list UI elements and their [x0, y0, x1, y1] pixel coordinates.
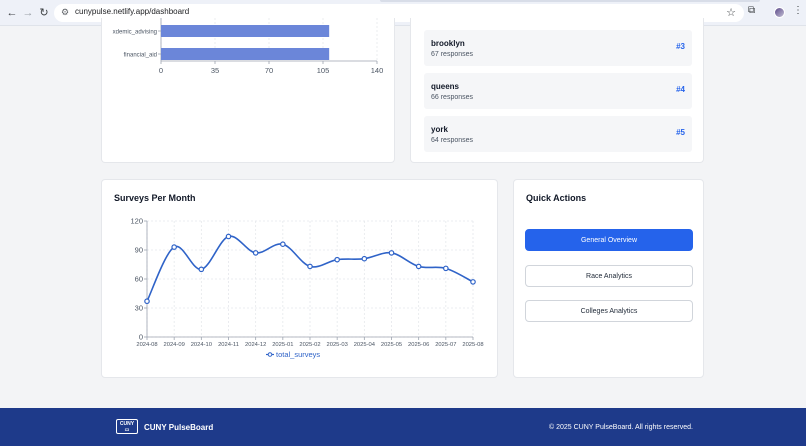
data-point [415, 263, 422, 270]
address-bar[interactable]: ⚙ cunypulse.netlify.app/dashboard ☆ [54, 4, 744, 22]
ranking-responses: 67 responses [431, 51, 474, 58]
menu-kebab-icon[interactable]: ⋮ [793, 5, 803, 16]
ranking-name: queens [431, 82, 460, 91]
ranking-responses: 64 responses [431, 137, 474, 144]
surveys-per-month-card: Surveys Per Month 0 30 60 90 120 2024-08 2024-… [101, 179, 498, 378]
ranking-responses: 66 responses [431, 94, 474, 101]
ranking-name: brooklyn [431, 39, 465, 48]
x-tick-label: 70 [265, 66, 273, 75]
ranking-number: #3 [676, 42, 685, 51]
data-point [144, 298, 150, 305]
extensions-icon[interactable]: ⧉ [748, 5, 756, 16]
y-tick-label: 90 [135, 246, 143, 255]
legend-label: total_surveys [276, 350, 320, 359]
y-tick-label: 30 [135, 304, 143, 313]
race-analytics-button[interactable]: Race Analytics [525, 265, 693, 287]
site-info-icon[interactable]: ⚙ [61, 7, 70, 17]
x-tick-label: 2025-05 [381, 342, 402, 348]
data-point [443, 265, 449, 272]
ranking-item: queens 66 responses #4 [424, 73, 692, 109]
data-point [334, 256, 340, 263]
x-tick-label: 2025-07 [435, 342, 456, 348]
data-point [171, 244, 177, 250]
x-tick-label: 2025-08 [462, 342, 483, 348]
surveys-line-chart: 0 30 60 90 120 2024-08 2024-09 2024-10 2024-11 20… [130, 217, 483, 360]
y-tick-label: xdemic_advising [113, 30, 157, 36]
data-point [470, 279, 476, 285]
y-tick-label: 60 [135, 275, 143, 284]
x-tick-label: 2025-03 [327, 342, 348, 348]
ranking-number: #4 [676, 85, 685, 94]
bar [161, 48, 330, 60]
ranking-item: york 64 responses #5 [424, 116, 692, 152]
x-tick-label: 2024-08 [136, 342, 157, 348]
data-point [361, 255, 368, 262]
footer-brand: CUNY PulseBoard [144, 423, 214, 432]
ranking-item: brooklyn 67 responses #3 [424, 30, 692, 66]
y-tick-label: financial_aid [124, 53, 157, 59]
data-point [225, 233, 232, 240]
ranking-number: #5 [676, 128, 685, 137]
x-tick-label: 140 [371, 66, 384, 75]
legend-marker [267, 352, 273, 357]
reload-icon[interactable]: ↻ [39, 7, 49, 19]
x-tick-label: 2025-01 [272, 342, 293, 348]
category-bar-chart: 0 35 70 105 140 xdemic_advising financial_aid [113, 18, 384, 75]
url-text: cunypulse.netlify.app/dashboard [75, 7, 190, 16]
x-tick-label: 35 [211, 66, 219, 75]
category-bar-chart-card: 0 35 70 105 140 xdemic_advising financial_aid [101, 18, 395, 163]
surveys-chart-title: Surveys Per Month [114, 193, 196, 203]
ranking-name: york [431, 125, 448, 134]
colleges-analytics-button[interactable]: Colleges Analytics [525, 300, 693, 322]
quick-actions-title: Quick Actions [526, 193, 587, 203]
data-point [252, 250, 259, 256]
cuny-logo: CUNY ▭ [116, 419, 138, 434]
y-tick-label: 0 [139, 333, 143, 342]
forward-icon[interactable]: → [22, 7, 34, 19]
x-tick-label: 2024-09 [164, 342, 185, 348]
site-footer: CUNY ▭ CUNY PulseBoard © 2025 CUNY Pulse… [0, 408, 806, 446]
college-rankings-card: brooklyn 67 responses #3 queens 66 respo… [410, 18, 704, 163]
x-tick-label: 2025-04 [354, 342, 376, 348]
x-tick-label: 2024-11 [218, 342, 239, 348]
profile-avatar[interactable] [774, 7, 785, 18]
x-tick-label: 2024-12 [245, 342, 266, 348]
y-tick-label: 120 [130, 217, 143, 226]
logo-mark: ▭ [124, 427, 130, 433]
quick-actions-card: Quick Actions General Overview Race Anal… [513, 179, 704, 378]
x-tick-label: 105 [317, 66, 330, 75]
data-point [307, 263, 313, 270]
data-point [388, 250, 395, 256]
x-tick-label: 0 [159, 66, 163, 75]
x-tick-label: 2025-06 [408, 342, 429, 348]
data-point [198, 266, 205, 273]
bookmark-star-icon[interactable]: ☆ [726, 7, 736, 19]
data-point [280, 241, 286, 247]
bar [161, 25, 330, 37]
general-overview-button[interactable]: General Overview [525, 229, 693, 251]
tab-strip-edge [380, 0, 760, 2]
logo-text: CUNY [119, 421, 135, 427]
x-tick-label: 2024-10 [191, 342, 212, 348]
x-tick-label: 2025-02 [299, 342, 320, 348]
back-icon[interactable]: ← [6, 7, 18, 19]
footer-copyright: © 2025 CUNY PulseBoard. All rights reser… [549, 424, 693, 431]
